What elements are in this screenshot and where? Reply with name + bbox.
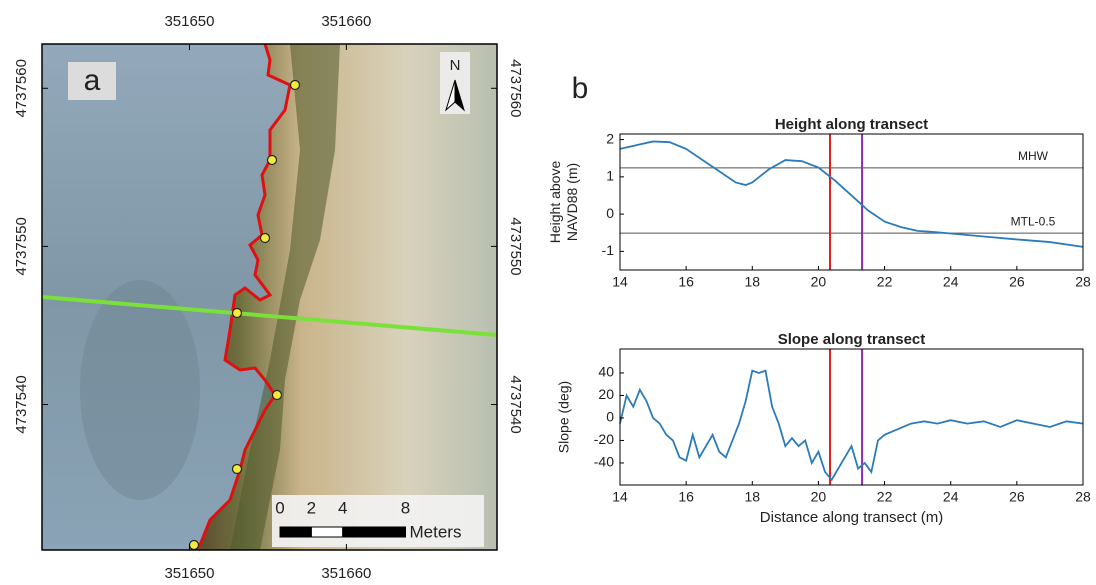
x-tick-label: 28 [1075,274,1091,290]
x-tick-label: 351650 [164,13,214,30]
reference-label: MHW [1018,149,1049,163]
scale-segment [342,526,407,538]
x-tick-label: 22 [877,489,893,505]
x-tick-label: 14 [612,489,628,505]
x-tick-label: 24 [943,274,959,290]
scale-segment [279,526,312,538]
y-axis-label: NAVD88 (m) [564,163,580,241]
y-tick-label: 20 [598,386,614,402]
y-tick-label: 40 [598,364,614,380]
x-tick-label: 20 [811,489,827,505]
x-tick-label: 18 [744,489,760,505]
plot-area [620,134,1083,270]
axes-frame [619,133,1084,271]
panel-label: b [572,72,589,105]
line-series [619,140,1084,248]
x-tick-label: 28 [1075,489,1091,505]
x-axis-label: Distance along transect (m) [760,509,943,526]
x-tick-label: 351660 [321,13,371,30]
line-series [619,369,1084,482]
x-tick-label: 351660 [321,565,371,582]
plot-area [620,349,1083,485]
x-tick-label: 18 [744,274,760,290]
chart-title: Height along transect [775,116,928,133]
scale-label: 8 [401,498,410,517]
x-tick-label: 14 [612,274,628,290]
scale-label: 2 [307,498,316,517]
y-tick-label: 4737550 [13,217,30,275]
y-tick-label: 1 [606,168,614,184]
scale-segment [310,526,344,538]
x-tick-label: 26 [1009,489,1025,505]
x-tick-label: 351650 [164,565,214,582]
y-tick-label: 0 [606,205,614,221]
panel-label: a [84,64,101,97]
y-tick-label: 4737560 [507,59,524,117]
y-tick-label: 2 [606,130,614,146]
y-tick-label: -1 [602,242,615,258]
y-tick-label: -40 [594,454,614,470]
north-label: N [450,57,461,74]
y-tick-label: 4737540 [13,375,30,433]
y-axis-label: Slope (deg) [556,381,572,453]
x-tick-label: 20 [811,274,827,290]
chart-title: Slope along transect [778,331,926,348]
y-tick-label: 0 [606,409,614,425]
reference-label: MTL-0.5 [1011,214,1056,228]
scale-label: 4 [338,498,347,517]
y-tick-label: 4737560 [13,59,30,117]
x-tick-label: 22 [877,274,893,290]
x-tick-label: 24 [943,489,959,505]
map-frame [41,43,498,551]
x-tick-label: 16 [678,489,694,505]
x-tick-label: 26 [1009,274,1025,290]
x-tick-label: 16 [678,274,694,290]
y-tick-label: 4737550 [507,217,524,275]
y-axis-label: Height above [547,161,563,244]
scale-label: 0 [275,498,284,517]
scale-unit: Meters [410,522,462,541]
y-tick-label: -20 [594,431,614,447]
axes-frame [619,348,1084,486]
map-image [42,44,497,550]
y-tick-label: 4737540 [507,375,524,433]
